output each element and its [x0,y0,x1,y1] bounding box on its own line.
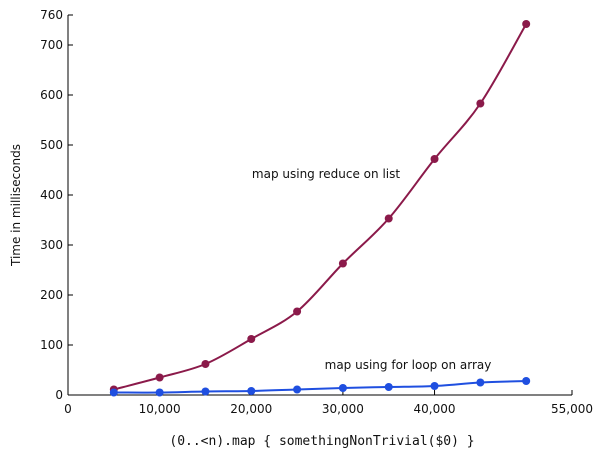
data-point [293,307,302,316]
data-point [201,360,210,368]
data-point [476,378,485,387]
x-tick-label: 55,000 [551,402,593,416]
y-axis-label: Time in milliseconds [9,144,23,267]
data-point [109,388,118,397]
y-tick-label: 400 [40,188,63,202]
y-tick-label: 760 [40,8,63,22]
data-point [201,387,210,396]
series-line-reduce [113,23,528,391]
data-point [293,385,302,394]
x-axis-label: (0..<n).map { somethingNonTrivial($0) } [169,434,474,449]
ticks: 0 100 200 300 400 500 600 700 760 0 10,000 20,000 30… [40,8,593,416]
x-tick-label: 30,000 [322,402,364,416]
data-point [522,377,531,385]
y-tick-label: 500 [40,138,63,152]
data-point [384,383,393,391]
data-point [338,384,347,392]
data-point [522,20,531,28]
data-point [155,388,164,397]
data-point [247,387,256,395]
series-reduce [109,20,531,394]
x-tick-label: 20,000 [230,402,272,416]
data-point [430,382,439,390]
data-point [155,373,164,382]
axes [67,15,572,396]
y-tick-label: 600 [40,88,63,102]
x-tick-label: 40,000 [414,402,456,416]
y-tick-label: 700 [40,38,63,52]
data-point [338,259,347,268]
series-forloop [109,377,531,397]
x-tick-label: 0 [64,402,72,416]
series-layer [109,20,531,397]
annotation-forloop: map using for loop on array [325,358,492,372]
y-tick-label: 200 [40,288,63,302]
data-point [384,214,393,223]
x-tick-label: 10,000 [139,402,181,416]
series-line-forloop [113,380,527,394]
y-tick-label: 100 [40,338,63,352]
y-tick-label: 300 [40,238,63,252]
y-tick-label: 0 [55,388,63,402]
data-point [430,155,439,163]
data-point [247,335,256,343]
annotations: map using reduce on list map using for lo… [252,167,491,372]
data-point [476,99,485,108]
annotation-reduce: map using reduce on list [252,167,400,181]
